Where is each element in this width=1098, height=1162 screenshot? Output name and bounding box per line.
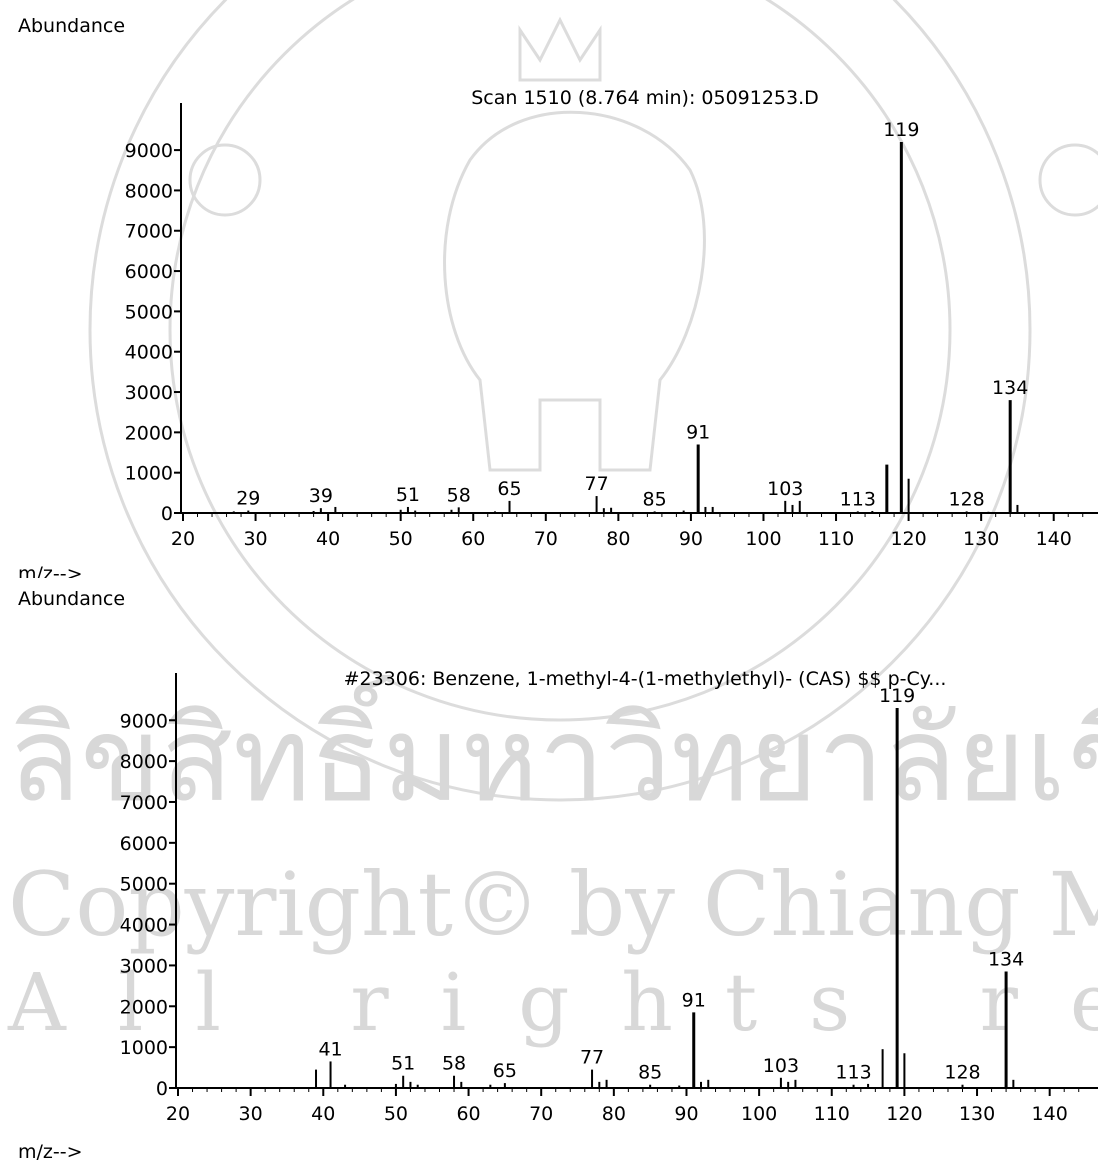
y-tick-label: 0: [156, 1078, 168, 1100]
peak-label: 134: [988, 949, 1024, 971]
peak-label: 103: [767, 478, 803, 500]
x-tick-label: 90: [679, 528, 703, 550]
peak-label: 29: [236, 488, 260, 510]
x-tick-label: 60: [461, 528, 485, 550]
x-tick-label: 80: [602, 1103, 626, 1125]
x-tick-label: 70: [529, 1103, 553, 1125]
y-tick-label: 2000: [120, 996, 168, 1018]
peak-label: 39: [309, 485, 333, 507]
x-axis-label: m/z-->: [18, 563, 83, 578]
x-tick-label: 70: [534, 528, 558, 550]
x-tick-label: 20: [171, 528, 195, 550]
y-tick-label: 8000: [120, 751, 168, 773]
x-tick-label: 40: [311, 1103, 335, 1125]
peak-label: 128: [944, 1062, 980, 1084]
peak-label: 134: [992, 377, 1028, 399]
peak-label: 77: [584, 473, 608, 495]
watermark-thai: ลิขสิทธิ์มหาวิทยาลัยเชียงใหม่: [8, 675, 1098, 828]
peak-label: 103: [763, 1055, 799, 1077]
y-tick-label: 8000: [125, 180, 173, 202]
peak-label: 65: [497, 478, 521, 500]
x-tick-label: 100: [741, 1103, 777, 1125]
x-tick-label: 60: [456, 1103, 480, 1125]
x-tick-label: 140: [1036, 528, 1072, 550]
y-tick-label: 9000: [120, 710, 168, 732]
peak-label: 113: [840, 488, 876, 510]
y-tick-label: 5000: [125, 301, 173, 323]
y-axis-label: Abundance: [18, 15, 125, 37]
peak-label: 128: [949, 488, 985, 510]
x-tick-label: 20: [166, 1103, 190, 1125]
x-tick-label: 30: [239, 1103, 263, 1125]
peak-label: 85: [643, 488, 667, 510]
chart-title: Scan 1510 (8.764 min): 05091253.D: [471, 87, 819, 109]
x-tick-label: 130: [959, 1103, 995, 1125]
peak-label: 113: [835, 1062, 871, 1084]
peak-label: 41: [318, 1038, 342, 1060]
y-tick-label: 7000: [125, 221, 173, 243]
y-tick-label: 4000: [125, 342, 173, 364]
y-tick-label: 3000: [120, 955, 168, 977]
x-tick-label: 50: [389, 528, 413, 550]
x-axis-label: m/z-->: [18, 1141, 83, 1162]
peak-label: 119: [883, 119, 919, 141]
watermark-copyright: Copyright© by Chiang Mai University: [8, 853, 1098, 956]
x-tick-label: 90: [674, 1103, 698, 1125]
x-tick-label: 100: [745, 528, 781, 550]
x-tick-label: 50: [384, 1103, 408, 1125]
peak-label: 85: [638, 1062, 662, 1084]
peak-label: 65: [493, 1060, 517, 1082]
y-tick-label: 1000: [120, 1037, 168, 1059]
chart-title: #23306: Benzene, 1-methyl-4-(1-methyleth…: [344, 668, 947, 690]
watermark-rights: All rights reserved: [7, 956, 1098, 1049]
x-tick-label: 130: [963, 528, 999, 550]
x-tick-label: 80: [606, 528, 630, 550]
y-tick-label: 5000: [120, 874, 168, 896]
y-tick-label: 2000: [125, 422, 173, 444]
chart-bottom: Abundance #23306: Benzene, 1-methyl-4-(1-…: [18, 588, 1098, 1162]
y-tick-label: 0: [161, 503, 173, 525]
peak-label: 51: [396, 484, 420, 506]
x-tick-label: 110: [814, 1103, 850, 1125]
peak-label: 91: [686, 421, 710, 443]
y-tick-label: 3000: [125, 382, 173, 404]
peak-label: 77: [580, 1047, 604, 1069]
y-axis-label: Abundance: [18, 588, 125, 610]
peak-label: 51: [391, 1053, 415, 1075]
y-tick-label: 1000: [125, 463, 173, 485]
peak-label: 91: [682, 989, 706, 1011]
x-tick-label: 110: [818, 528, 854, 550]
x-tick-label: 120: [886, 1103, 922, 1125]
peak-label: 58: [442, 1053, 466, 1075]
y-tick-label: 6000: [120, 833, 168, 855]
y-tick-label: 4000: [120, 915, 168, 937]
university-seal-icon: [88, 0, 1098, 802]
chart-top: Abundance Scan 1510 (8.764 min): 05091253…: [18, 15, 1098, 578]
y-tick-label: 9000: [125, 140, 173, 162]
peak-label: 58: [447, 484, 471, 506]
x-tick-label: 140: [1032, 1103, 1068, 1125]
x-tick-label: 120: [890, 528, 926, 550]
peak-label: 119: [879, 685, 915, 707]
x-tick-label: 30: [243, 528, 267, 550]
y-tick-label: 6000: [125, 261, 173, 283]
x-tick-label: 40: [316, 528, 340, 550]
y-tick-label: 7000: [120, 792, 168, 814]
